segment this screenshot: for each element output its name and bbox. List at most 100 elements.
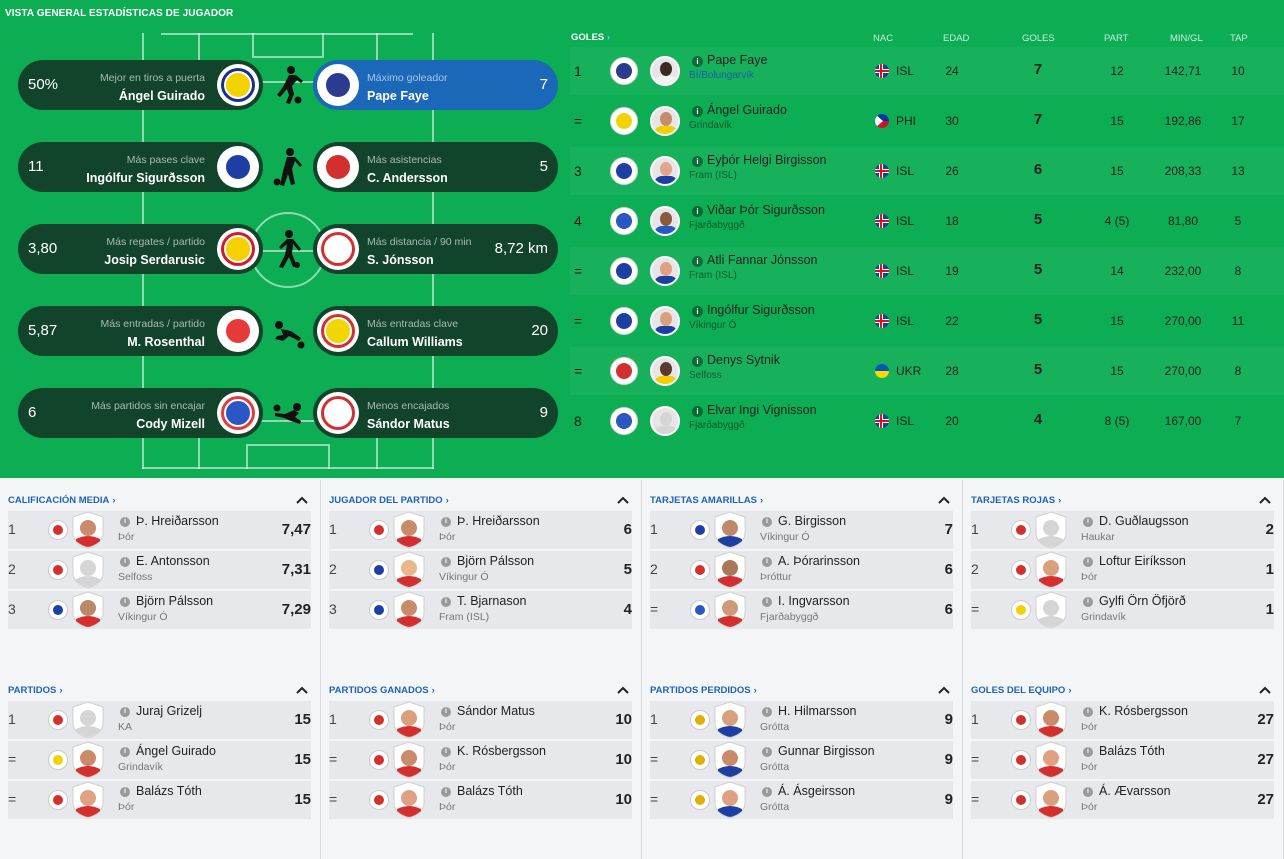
list-item[interactable]: 2 i Björn Pálsson Víkingur Ó 5 xyxy=(329,551,632,589)
leader-left-1[interactable]: 11 Más pases clave Ingólfur Sigurðsson xyxy=(18,142,263,192)
player-name[interactable]: G. Birgisson xyxy=(778,514,847,528)
panel-title-link[interactable]: PARTIDOS › xyxy=(8,685,63,696)
col-tap[interactable]: TAP xyxy=(1230,33,1248,44)
list-item[interactable]: 1 i G. Birgisson Víkingur Ó 7 xyxy=(650,511,953,549)
leader-player-name[interactable]: Ingólfur Sigurðsson xyxy=(86,171,205,185)
table-row[interactable]: = i Ángel Guirado Grindavík PHI 30 7 15 192,86 17 xyxy=(570,97,1284,145)
list-item[interactable]: 3 i T. Bjarnason Fram (ISL) 4 xyxy=(329,591,632,629)
leader-player-name[interactable]: Sándor Matus xyxy=(367,417,450,431)
info-icon[interactable]: i xyxy=(120,517,130,527)
player-club[interactable]: Víkingur Ó xyxy=(118,611,168,623)
info-icon[interactable]: i xyxy=(120,747,130,757)
player-club[interactable]: Grótta xyxy=(760,721,790,733)
collapse-chevron-icon[interactable] xyxy=(617,682,629,694)
panel-title-link[interactable]: PARTIDOS GANADOS › xyxy=(329,685,435,696)
list-item[interactable]: = i Balázs Tóth Þór 27 xyxy=(971,741,1274,779)
list-item[interactable]: 2 i E. Antonsson Selfoss 7,31 xyxy=(8,551,311,589)
col-nac[interactable]: NAC xyxy=(873,33,894,44)
player-club[interactable]: Grótta xyxy=(760,761,790,773)
player-name[interactable]: E. Antonsson xyxy=(136,554,210,568)
player-club[interactable]: Selfoss xyxy=(118,571,153,583)
player-club[interactable]: Þór xyxy=(439,531,456,543)
player-name[interactable]: Ángel Guirado xyxy=(707,103,787,117)
info-icon[interactable]: i xyxy=(441,747,451,757)
list-item[interactable]: 1 i H. Hilmarsson Grótta 9 xyxy=(650,701,953,739)
list-item[interactable]: 1 i Þ. Hreiðarsson Þór 7,47 xyxy=(8,511,311,549)
player-club[interactable]: Þór xyxy=(439,761,456,773)
info-icon[interactable]: i xyxy=(441,707,451,717)
info-icon[interactable]: i xyxy=(1083,557,1093,567)
collapse-chevron-icon[interactable] xyxy=(938,682,950,694)
player-name[interactable]: Pape Faye xyxy=(707,53,768,67)
leader-player-name[interactable]: S. Jónsson xyxy=(367,253,434,267)
leader-player-name[interactable]: Callum Williams xyxy=(367,335,463,349)
player-name[interactable]: Balázs Tóth xyxy=(136,784,202,798)
collapse-chevron-icon[interactable] xyxy=(296,492,308,504)
leader-left-3[interactable]: 5,87 Más entradas / partido M. Rosenthal xyxy=(18,306,263,356)
table-row[interactable]: = i Denys Sytnik Selfoss UKR 28 5 15 270,00 8 xyxy=(570,347,1284,395)
player-name[interactable]: K. Rósbergsson xyxy=(457,744,546,758)
panel-title-link[interactable]: JUGADOR DEL PARTIDO › xyxy=(329,495,449,506)
player-name[interactable]: Þ. Hreiðarsson xyxy=(457,514,540,528)
list-item[interactable]: 1 i Þ. Hreiðarsson Þór 6 xyxy=(329,511,632,549)
player-name[interactable]: Juraj Grizelj xyxy=(136,704,202,718)
player-name[interactable]: T. Bjarnason xyxy=(457,594,527,608)
player-club[interactable]: Þór xyxy=(1081,801,1098,813)
collapse-chevron-icon[interactable] xyxy=(1259,682,1271,694)
player-club[interactable]: Grindavík xyxy=(1081,611,1126,623)
player-club[interactable]: KA xyxy=(118,721,133,733)
info-icon[interactable]: i xyxy=(692,306,703,317)
goals-section-link[interactable]: GOLES › xyxy=(571,32,611,43)
info-icon[interactable]: i xyxy=(1083,707,1093,717)
list-item[interactable]: = i Á. Ævarsson Þór 27 xyxy=(971,781,1274,819)
info-icon[interactable]: i xyxy=(762,787,772,797)
player-name[interactable]: Eyþór Helgi Birgisson xyxy=(707,153,827,167)
leader-player-name[interactable]: Pape Faye xyxy=(367,89,429,103)
leader-player-name[interactable]: Ángel Guirado xyxy=(118,89,205,103)
list-item[interactable]: 1 i Sándor Matus Þór 10 xyxy=(329,701,632,739)
list-item[interactable]: 1 i K. Rósbergsson Þór 27 xyxy=(971,701,1274,739)
list-item[interactable]: = i Balázs Tóth Þór 15 xyxy=(8,781,311,819)
list-item[interactable]: 1 i D. Guðlaugsson Haukar 2 xyxy=(971,511,1274,549)
leader-player-name[interactable]: Cody Mizell xyxy=(136,417,205,431)
col-min-gl[interactable]: MIN/GL xyxy=(1170,33,1203,44)
player-club[interactable]: Grindavík xyxy=(118,761,163,773)
info-icon[interactable]: i xyxy=(692,256,703,267)
col-part[interactable]: PART xyxy=(1104,33,1129,44)
info-icon[interactable]: i xyxy=(441,517,451,527)
list-item[interactable]: 2 i Loftur Eiríksson Þór 1 xyxy=(971,551,1274,589)
leader-left-4[interactable]: 6 Más partidos sin encajar Cody Mizell xyxy=(18,388,263,438)
info-icon[interactable]: i xyxy=(692,106,703,117)
player-name[interactable]: Sándor Matus xyxy=(457,704,535,718)
player-name[interactable]: Þ. Hreiðarsson xyxy=(136,514,219,528)
info-icon[interactable]: i xyxy=(762,747,772,757)
player-club[interactable]: Þór xyxy=(1081,571,1098,583)
info-icon[interactable]: i xyxy=(1083,787,1093,797)
player-name[interactable]: Balázs Tóth xyxy=(1099,744,1165,758)
player-club[interactable]: Þór xyxy=(1081,761,1098,773)
info-icon[interactable]: i xyxy=(441,557,451,567)
player-name[interactable]: A. Þórarinsson xyxy=(778,554,860,568)
table-row[interactable]: = i Ingólfur Sigurðsson Víkingur Ó ISL 22 5 15 2… xyxy=(570,297,1284,345)
leader-right-1[interactable]: 5 Más asistencias C. Andersson xyxy=(313,142,558,192)
player-club[interactable]: Þróttur xyxy=(760,571,792,583)
panel-title-link[interactable]: CALIFICACIÓN MEDIA › xyxy=(8,495,116,506)
info-icon[interactable]: i xyxy=(120,597,130,607)
player-club[interactable]: Haukar xyxy=(1081,531,1115,543)
leader-player-name[interactable]: M. Rosenthal xyxy=(127,335,205,349)
col-edad[interactable]: EDAD xyxy=(943,33,970,44)
player-club[interactable]: Víkingur Ó xyxy=(439,571,489,583)
leader-right-2[interactable]: 8,72 km Más distancia / 90 min S. Jónsson xyxy=(313,224,558,274)
list-item[interactable]: 3 i Björn Pálsson Víkingur Ó 7,29 xyxy=(8,591,311,629)
table-row[interactable]: 1 i Pape Faye BÍ/Bolungarvík ISL 24 7 12 142,71 1… xyxy=(570,47,1284,95)
table-row[interactable]: 8 i Elvar Ingi Vignisson Fjarðabyggð ISL 20 4 8… xyxy=(570,397,1284,445)
col-goles[interactable]: GOLES xyxy=(1022,33,1055,44)
panel-title-link[interactable]: PARTIDOS PERDIDOS › xyxy=(650,685,757,696)
info-icon[interactable]: i xyxy=(120,557,130,567)
player-club[interactable]: Selfoss xyxy=(689,370,722,381)
player-club[interactable]: Grindavík xyxy=(689,120,732,131)
player-name[interactable]: Björn Pálsson xyxy=(136,594,214,608)
leader-player-name[interactable]: Josip Serdarusic xyxy=(104,253,205,267)
player-name[interactable]: Denys Sytnik xyxy=(707,353,780,367)
player-club[interactable]: Fjarðabyggð xyxy=(760,611,819,623)
